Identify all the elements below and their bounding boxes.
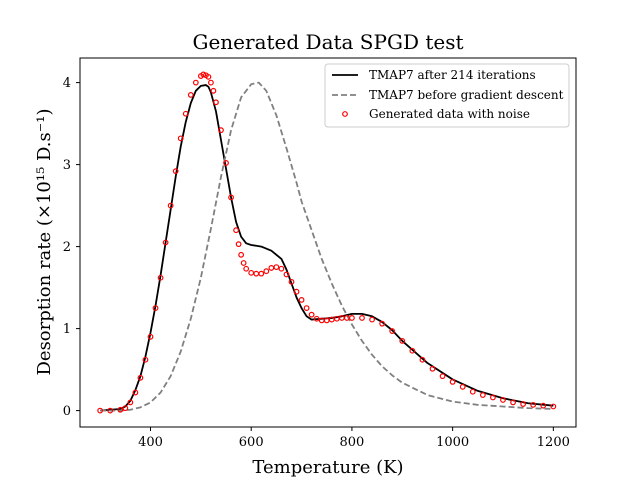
data-point-generated-data-with-noise	[540, 402, 547, 409]
data-point-generated-data-with-noise	[258, 270, 265, 277]
x-tick-label: 1200	[537, 435, 570, 450]
data-point-generated-data-with-noise	[268, 265, 275, 271]
data-point-generated-data-with-noise	[399, 338, 406, 344]
series-line-tmap7-before-gradient-descent	[100, 81, 554, 412]
data-point-generated-data-with-noise	[298, 297, 305, 303]
data-point-generated-data-with-noise	[122, 405, 129, 412]
data-point-generated-data-with-noise	[389, 328, 396, 334]
data-point-generated-data-with-noise	[137, 374, 144, 381]
data-point-generated-data-with-noise	[439, 373, 446, 380]
legend-label-after: TMAP7 after 214 iterations	[369, 68, 536, 82]
plot-frame	[79, 57, 577, 428]
data-point-generated-data-with-noise	[500, 397, 506, 403]
data-point-generated-data-with-noise	[235, 241, 242, 248]
data-point-generated-data-with-noise	[117, 406, 124, 413]
data-point-generated-data-with-noise	[142, 356, 149, 363]
data-point-generated-data-with-noise	[157, 274, 164, 281]
data-point-generated-data-with-noise	[162, 239, 169, 246]
legend-box	[324, 63, 570, 128]
data-point-generated-data-with-noise	[200, 71, 207, 78]
data-point-generated-data-with-noise	[223, 160, 229, 166]
data-point-generated-data-with-noise	[273, 264, 280, 271]
data-point-generated-data-with-noise	[429, 365, 436, 372]
plot-area	[97, 71, 557, 414]
data-point-generated-data-with-noise	[218, 127, 224, 134]
data-point-generated-data-with-noise	[132, 389, 139, 396]
data-point-generated-data-with-noise	[253, 270, 260, 277]
x-tick-label: 1000	[436, 435, 469, 450]
data-point-generated-data-with-noise	[278, 265, 285, 272]
x-axis-label: Temperature (K)	[252, 457, 403, 478]
series-line-tmap7-after-214-iterations	[100, 84, 554, 412]
data-point-generated-data-with-noise	[192, 79, 199, 86]
data-point-generated-data-with-noise	[359, 315, 365, 321]
data-point-generated-data-with-noise	[127, 399, 134, 406]
legend-label-before: TMAP7 before gradient descent	[369, 88, 564, 102]
x-tick-label: 800	[340, 435, 365, 450]
x-tick-label: 600	[239, 435, 264, 450]
data-point-generated-data-with-noise	[263, 268, 270, 275]
data-point-generated-data-with-noise	[283, 271, 290, 278]
data-point-generated-data-with-noise	[459, 383, 466, 390]
axis-ticks: 400 600 800 1000 1200 0 1 2 3 4	[63, 76, 570, 450]
data-point-generated-data-with-noise	[147, 333, 154, 340]
data-point-generated-data-with-noise	[409, 347, 416, 354]
data-point-generated-data-with-noise	[510, 399, 516, 406]
data-point-generated-data-with-noise	[449, 379, 456, 385]
data-point-generated-data-with-noise	[107, 407, 114, 414]
legend: TMAP7 after 214 iterations TMAP7 before …	[324, 63, 570, 128]
data-point-generated-data-with-noise	[469, 388, 476, 395]
data-point-generated-data-with-noise	[182, 110, 189, 117]
data-point-generated-data-with-noise	[530, 401, 537, 408]
data-point-generated-data-with-noise	[308, 311, 315, 318]
data-point-generated-data-with-noise	[288, 278, 295, 285]
data-point-generated-data-with-noise	[293, 288, 300, 295]
x-tick-label: 400	[138, 435, 163, 450]
data-point-generated-data-with-noise	[233, 227, 240, 234]
chart-title: Generated Data SPGD test	[192, 30, 463, 54]
y-tick-label: 3	[63, 158, 71, 173]
data-point-generated-data-with-noise	[238, 251, 245, 258]
data-point-generated-data-with-noise	[177, 135, 184, 142]
data-point-generated-data-with-noise	[187, 91, 194, 98]
data-point-generated-data-with-noise	[208, 79, 214, 86]
data-point-generated-data-with-noise	[313, 315, 320, 322]
data-point-generated-data-with-noise	[349, 315, 355, 321]
data-point-generated-data-with-noise	[210, 87, 217, 94]
data-point-generated-data-with-noise	[479, 392, 486, 398]
y-tick-label: 1	[63, 322, 71, 337]
data-point-generated-data-with-noise	[490, 394, 496, 401]
legend-swatch-data	[342, 111, 348, 117]
data-point-generated-data-with-noise	[205, 73, 212, 80]
y-tick-label: 4	[63, 76, 71, 91]
data-point-generated-data-with-noise	[303, 305, 310, 312]
data-point-generated-data-with-noise	[167, 202, 174, 209]
y-axis-label: Desorption rate (×10¹⁵ D.s⁻¹)	[34, 108, 55, 375]
data-point-generated-data-with-noise	[550, 403, 557, 410]
data-point-generated-data-with-noise	[97, 407, 104, 414]
data-point-generated-data-with-noise	[520, 401, 527, 407]
legend-label-data: Generated data with noise	[369, 107, 530, 121]
data-point-generated-data-with-noise	[152, 305, 159, 312]
data-point-generated-data-with-noise	[228, 194, 234, 201]
data-point-generated-data-with-noise	[419, 356, 426, 363]
y-tick-label: 2	[63, 240, 71, 255]
y-tick-label: 0	[63, 404, 71, 419]
data-point-generated-data-with-noise	[369, 316, 375, 323]
data-point-generated-data-with-noise	[240, 260, 247, 266]
data-point-generated-data-with-noise	[248, 269, 255, 276]
data-point-generated-data-with-noise	[243, 265, 250, 272]
data-point-generated-data-with-noise	[213, 99, 219, 106]
data-point-generated-data-with-noise	[172, 168, 179, 175]
data-point-generated-data-with-noise	[379, 320, 386, 327]
